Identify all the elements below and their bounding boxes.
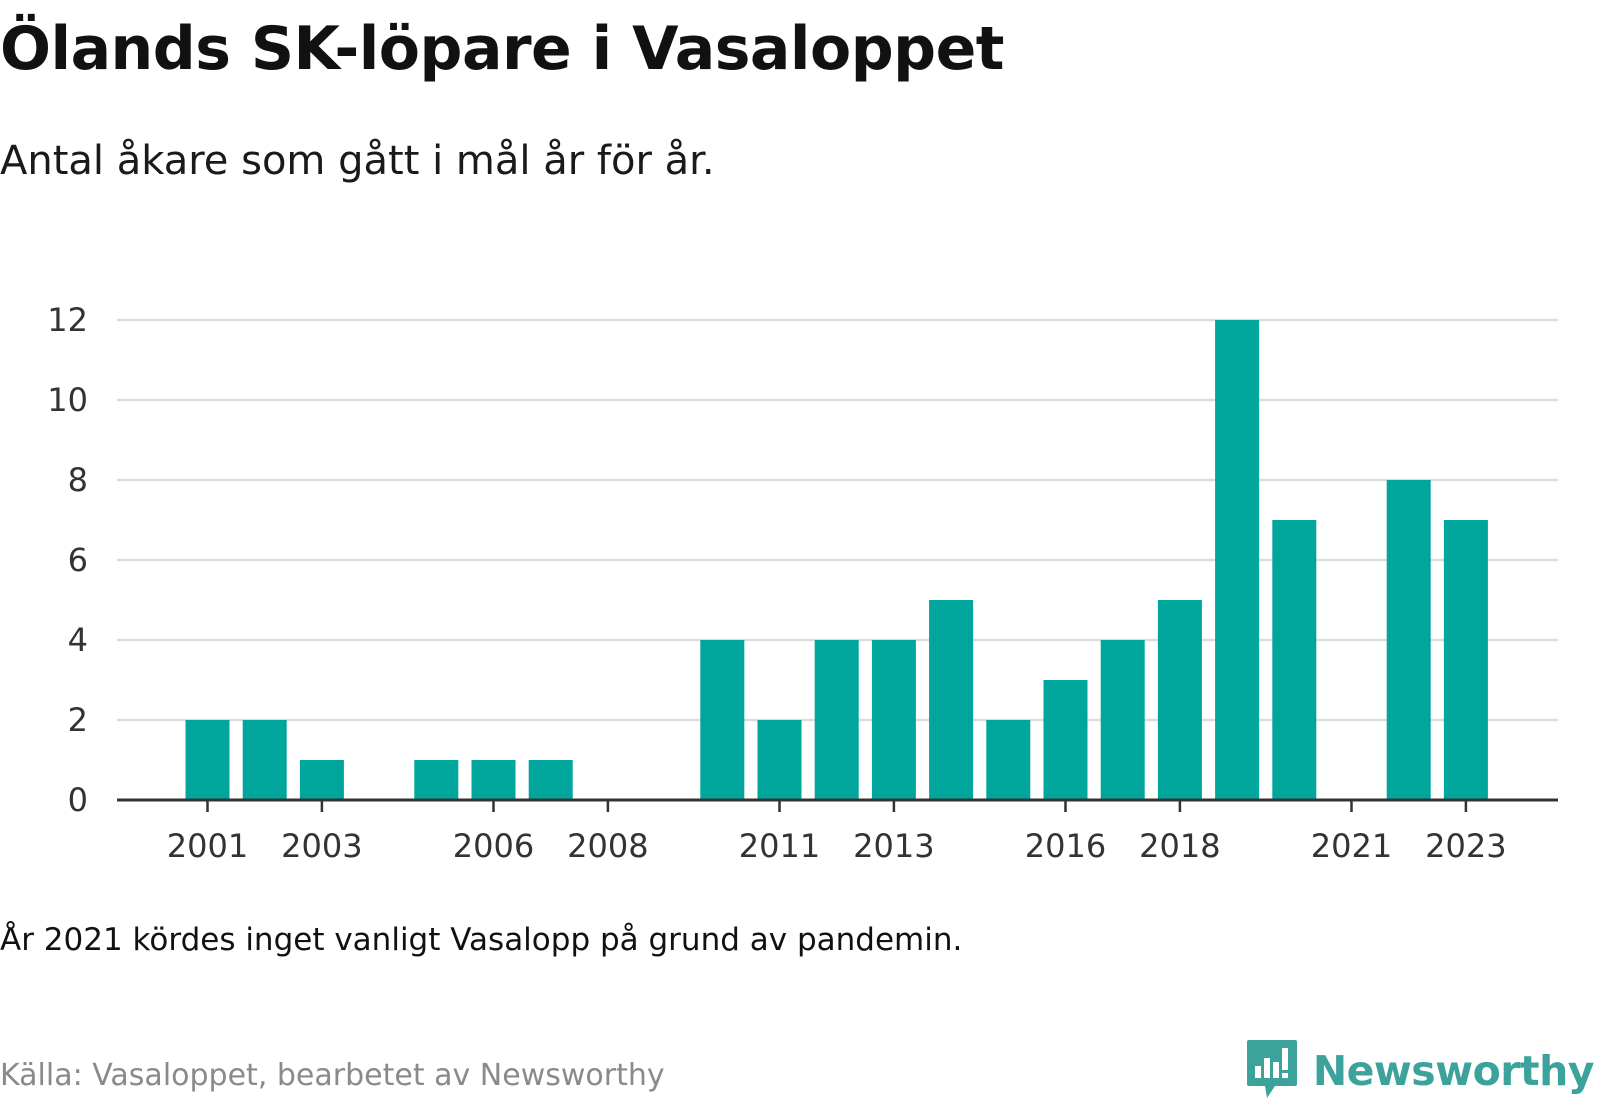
bars (185, 320, 1488, 800)
x-tick-label-2023: 2023 (1425, 827, 1506, 865)
brand-name: Newsworthy (1312, 1047, 1595, 1095)
y-tick-label-12: 12 (47, 301, 88, 339)
bar-2012 (814, 640, 859, 800)
bar-2017 (1100, 640, 1145, 800)
y-tick-label-10: 10 (47, 381, 88, 419)
bar-2022 (1386, 480, 1431, 800)
x-tick-label-2001: 2001 (167, 827, 248, 865)
bar-2015 (986, 720, 1031, 800)
x-tick-label-2016: 2016 (1025, 827, 1106, 865)
bar-chart: 0 2 4 6 8 10 12 2001 2003 2006 2008 2011 2013 2016 201… (47, 301, 1558, 865)
bar-2011 (757, 720, 802, 800)
chart-subtitle: Antal åkare som gått i mål år för år. (0, 138, 715, 184)
axes: 0 2 4 6 8 10 12 2001 2003 2006 2008 2011 2013 2016 201… (47, 301, 1558, 865)
bar-2001 (185, 720, 230, 800)
chart-title: Ölands SK-löpare i Vasaloppet (0, 14, 1004, 84)
bar-2019 (1215, 320, 1260, 800)
bar-2016 (1043, 680, 1088, 800)
x-tick-label-2021: 2021 (1311, 827, 1392, 865)
newsworthy-logo-icon (1245, 1038, 1299, 1104)
x-tick-label-2018: 2018 (1139, 827, 1220, 865)
brand-logo: Newsworthy (1245, 1038, 1595, 1104)
x-tick-label-2003: 2003 (281, 827, 362, 865)
bar-2002 (242, 720, 287, 800)
footnote: År 2021 kördes inget vanligt Vasalopp på… (0, 922, 963, 958)
bar-2020 (1272, 520, 1317, 800)
x-tick-label-2011: 2011 (739, 827, 820, 865)
bar-2006 (471, 760, 516, 800)
x-tick-label-2006: 2006 (453, 827, 534, 865)
bar-2014 (929, 600, 974, 800)
bar-2013 (871, 640, 916, 800)
y-tick-label-4: 4 (68, 621, 88, 659)
x-tick-label-2008: 2008 (567, 827, 648, 865)
y-tick-label-8: 8 (68, 461, 88, 499)
y-tick-label-0: 0 (68, 781, 88, 819)
bar-2010 (700, 640, 745, 800)
y-tick-label-6: 6 (68, 541, 88, 579)
gridlines (117, 318, 1558, 722)
x-tick-label-2013: 2013 (853, 827, 934, 865)
bar-2023 (1443, 520, 1488, 800)
bar-2007 (528, 760, 573, 800)
bar-2003 (299, 760, 344, 800)
bar-2005 (414, 760, 459, 800)
source-text: Källa: Vasaloppet, bearbetet av Newswort… (0, 1058, 665, 1093)
y-tick-label-2: 2 (68, 701, 88, 739)
bar-2018 (1157, 600, 1202, 800)
